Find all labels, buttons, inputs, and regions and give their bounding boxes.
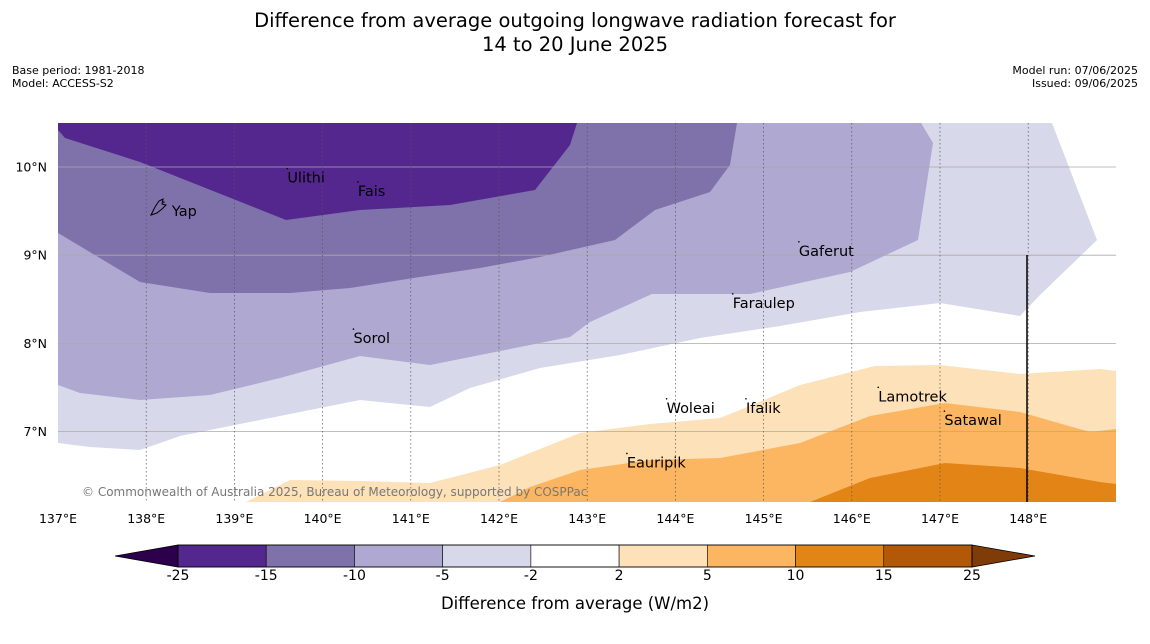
issued-text: Issued: 09/06/2025 [1031,76,1138,90]
base-period-text: Base period: 1981-2018 [12,64,145,77]
colorbar-segment [707,544,796,568]
colorbar-tick-label: 2 [614,568,624,584]
place-marker [286,167,289,170]
colorbar-over-arrow [971,544,1036,568]
model-text: Model: ACCESS-S2 [12,76,114,90]
colorbar-segment [530,544,620,568]
place-marker [352,328,355,330]
longitude-tick-labels: 137°E 138°E 139°E 140°E 141°E 142°E 143°E 144°E… [39,511,1047,526]
place-label: Satawal [944,413,1001,429]
latitude-tick-label: 10°N [15,160,47,175]
longitude-tick-label: 147°E [921,511,959,526]
place-label: Faraulep [733,296,795,312]
map-title-line-1: Difference from average outgoing longwav… [254,9,896,32]
colorbar-tick-label: 5 [702,568,712,584]
place-label: Woleai [667,401,715,417]
longitude-tick-label: 144°E [656,511,694,526]
colorbar-segment [618,544,708,568]
colorbar-segment [442,544,532,568]
colorbar-tick-label: -15 [254,568,278,584]
place-marker [877,386,880,389]
place-label: Ulithi [287,171,325,187]
longitude-tick-label: 140°E [304,511,342,526]
colorbar-segment [795,544,885,568]
longitude-tick-label: 142°E [480,511,518,526]
colorbar [114,544,1036,568]
longitude-gridlines [145,123,1029,502]
map-title-line-2: 14 to 20 June 2025 [481,33,669,56]
copyright-text: © Commonwealth of Australia 2025, Bureau… [82,485,587,499]
longitude-tick-label: 146°E [833,511,871,526]
latitude-tick-labels: 10°N 9°N 8°N 7°N [15,160,47,440]
place-label: Ifalik [746,401,781,417]
model-run-text: Model run: 07/06/2025 [1012,64,1138,77]
colorbar-title: Difference from average (W/m2) [440,594,710,613]
colorbar-tick-label: 15 [874,568,893,584]
metadata-right: Model run: 07/06/2025 Issued: 09/06/2025 [1012,64,1138,90]
metadata-left: Base period: 1981-2018 Model: ACCESS-S2 [12,64,145,90]
place-marker [357,181,359,183]
colorbar-tick-label: -25 [166,568,190,584]
colorbar-segment [265,544,355,568]
longitude-tick-label: 138°E [127,511,165,526]
colorbar-segment [883,544,973,568]
yap-island-shape [150,198,167,216]
colorbar-segment [177,544,267,568]
place-label: Sorol [353,331,390,347]
colorbar-tick-label: 25 [963,568,981,584]
longitude-tick-label: 143°E [568,511,606,526]
place-label: Lamotrek [878,389,947,405]
colorbar-segment [354,544,443,568]
latitude-tick-label: 8°N [23,336,47,351]
place-marker [163,201,165,203]
colorbar-under-arrow [114,544,179,568]
place-marker [745,397,747,400]
longitude-tick-label: 137°E [39,511,77,526]
longitude-tick-label: 141°E [392,511,430,526]
colorbar-tick-label: -10 [343,568,366,584]
place-marker [943,410,946,412]
place-marker [798,240,800,243]
place-marker [731,293,734,295]
anomaly-field [58,123,1116,502]
place-label: Gaferut [799,244,854,260]
longitude-tick-label: 145°E [745,511,783,526]
latitude-tick-label: 9°N [23,248,47,263]
colorbar-tick-label: -5 [435,568,450,584]
latitude-tick-label: 7°N [23,424,47,439]
place-label: Eauripik [627,455,686,471]
band-minus25-minus15 [58,123,577,220]
place-labels: Yap Ulithi Fais Gaferut Faraulep Sorol Woleai I… [163,167,1002,471]
longitude-tick-label: 148°E [1009,511,1047,526]
band-10-15 [810,463,1116,502]
place-marker [626,452,628,455]
colorbar-tick-label: -2 [523,568,538,584]
place-marker [665,397,668,400]
place-label: Yap [171,204,197,220]
colorbar-tick-label: 10 [786,568,805,584]
longitude-tick-label: 139°E [215,511,253,526]
place-label: Fais [358,184,385,200]
